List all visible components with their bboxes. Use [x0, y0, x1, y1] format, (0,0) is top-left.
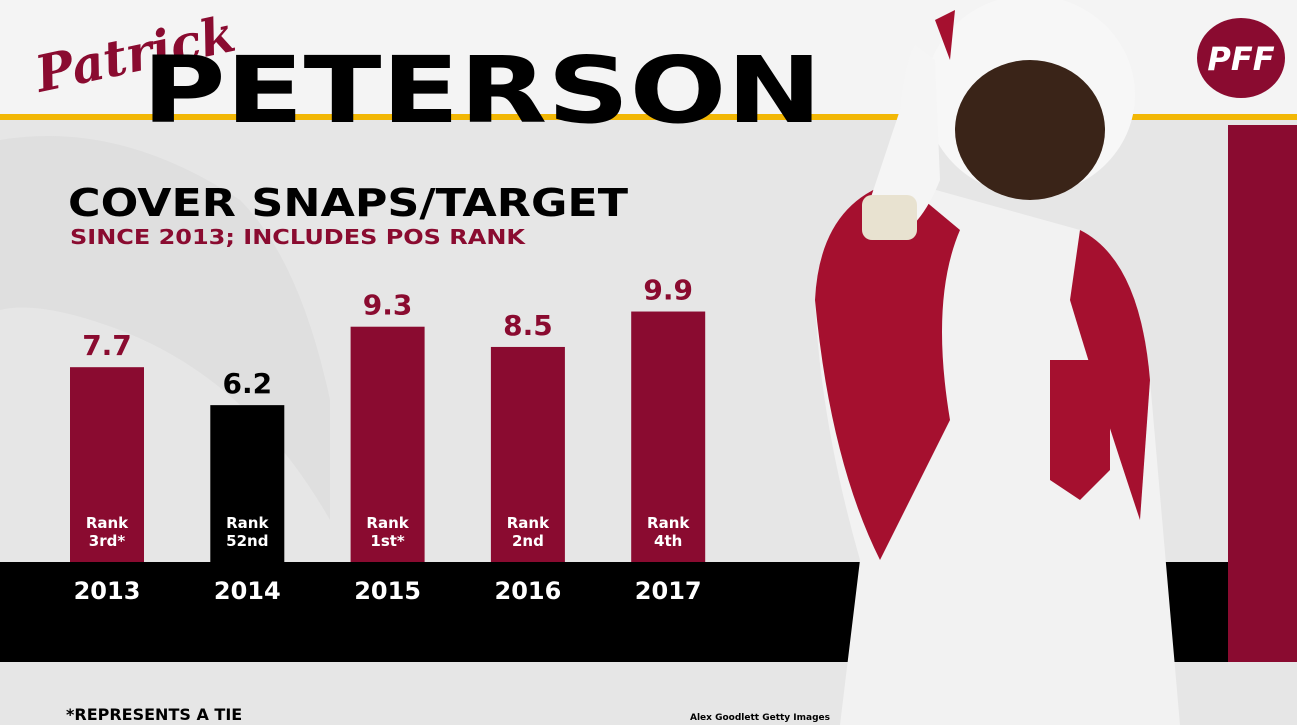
bar	[210, 405, 285, 562]
chart-subtitle: SINCE 2013; INCLUDES POS RANK	[70, 225, 527, 249]
rank-label: 2nd	[512, 532, 544, 550]
x-tick-label: 2015	[354, 577, 421, 605]
bar	[350, 326, 425, 562]
rank-label: 1st*	[370, 532, 405, 550]
x-tick-label: 2013	[74, 577, 141, 605]
value-label: 7.7	[82, 329, 132, 362]
side-band	[1228, 125, 1297, 662]
photo-credit: Alex Goodlett Getty Images	[690, 713, 830, 723]
rank-label: Rank	[366, 514, 409, 532]
footnote: *REPRESENTS A TIE	[66, 705, 242, 724]
rank-label: Rank	[86, 514, 129, 532]
x-tick-label: 2016	[495, 577, 562, 605]
bar-group: 7.7Rank3rd*20136.2Rank52nd20149.3Rank1st…	[70, 274, 706, 605]
rank-label: 52nd	[226, 532, 268, 550]
rank-label: 4th	[654, 532, 682, 550]
rank-label: 3rd*	[89, 532, 126, 550]
bar	[631, 311, 706, 562]
bar	[70, 367, 144, 562]
value-label: 8.5	[503, 309, 553, 342]
last-name: PETERSON	[142, 37, 822, 144]
watermark	[0, 136, 330, 520]
bar	[490, 346, 565, 562]
chart-title: COVER SNAPS/TARGET	[68, 181, 628, 225]
value-label: 9.3	[363, 289, 413, 322]
x-tick-label: 2014	[214, 577, 281, 605]
value-label: 6.2	[222, 367, 272, 400]
rank-label: Rank	[647, 514, 690, 532]
value-label: 9.9	[643, 274, 693, 307]
player-photo	[815, 0, 1180, 725]
rank-label: Rank	[507, 514, 550, 532]
x-tick-label: 2017	[635, 577, 702, 605]
logo: PFF	[1207, 40, 1274, 78]
gold-stripe	[0, 114, 1297, 120]
rank-label: Rank	[226, 514, 269, 532]
logo-badge	[1197, 18, 1285, 98]
